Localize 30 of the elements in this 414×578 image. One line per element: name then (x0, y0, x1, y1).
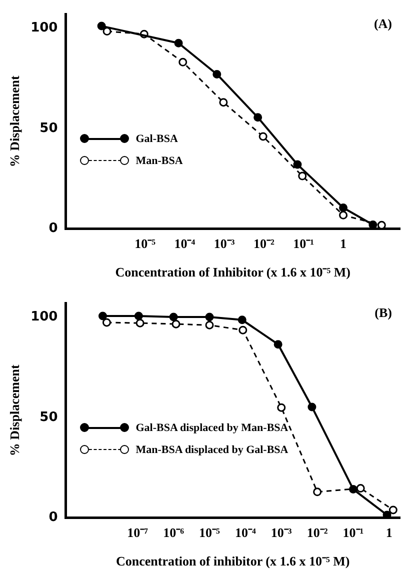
legend-label: Man-BSA displaced by Gal-BSA (136, 444, 288, 456)
x-tick-label: 10⁻⁷ (127, 524, 148, 540)
y-tick-label: 100 (30, 309, 58, 324)
legend-label: Man-BSA (136, 154, 183, 167)
y-tick-label: 0 (48, 510, 58, 526)
x-tick-label: 10⁻⁴ (234, 524, 256, 540)
y-tick-label: 0 (48, 221, 58, 236)
x-tick-label: 1 (340, 236, 347, 251)
x-tick-label: 10⁻⁶ (163, 524, 184, 540)
x-tick-label: 10⁻³ (214, 236, 235, 251)
x-tick-label: 10⁻⁵ (134, 236, 156, 251)
x-tick-label: 10⁻² (306, 524, 328, 540)
x-tick-label: 10⁻² (254, 236, 275, 251)
y-tick-label: 100 (30, 20, 58, 36)
y-tick-label: 50 (40, 120, 58, 136)
y-axis-title: % Displacement (7, 364, 22, 456)
legend-label: Gal-BSA displaced by Man-BSA (136, 422, 288, 434)
x-tick-label: 10⁻³ (270, 524, 292, 540)
chart-title: (B) (374, 304, 392, 320)
x-tick-label: 10⁻¹ (342, 524, 364, 540)
chart-title: (A) (374, 16, 392, 31)
x-axis-title: Concentration of Inhibitor (x 1.6 x 10⁻⁵ M) (115, 264, 350, 280)
y-tick-label: 50 (40, 410, 58, 425)
x-tick-label: 10⁻⁵ (199, 524, 220, 540)
x-tick-label: 1 (386, 524, 392, 540)
x-tick-label: 10⁻¹ (293, 236, 314, 251)
x-tick-label: 10⁻⁴ (174, 236, 196, 251)
legend-label: Gal-BSA (136, 132, 178, 145)
y-axis-title: % Displacement (7, 75, 22, 168)
x-axis-title: Concentration of inhibitor (x 1.6 x 10⁻⁵ M) (116, 554, 350, 569)
